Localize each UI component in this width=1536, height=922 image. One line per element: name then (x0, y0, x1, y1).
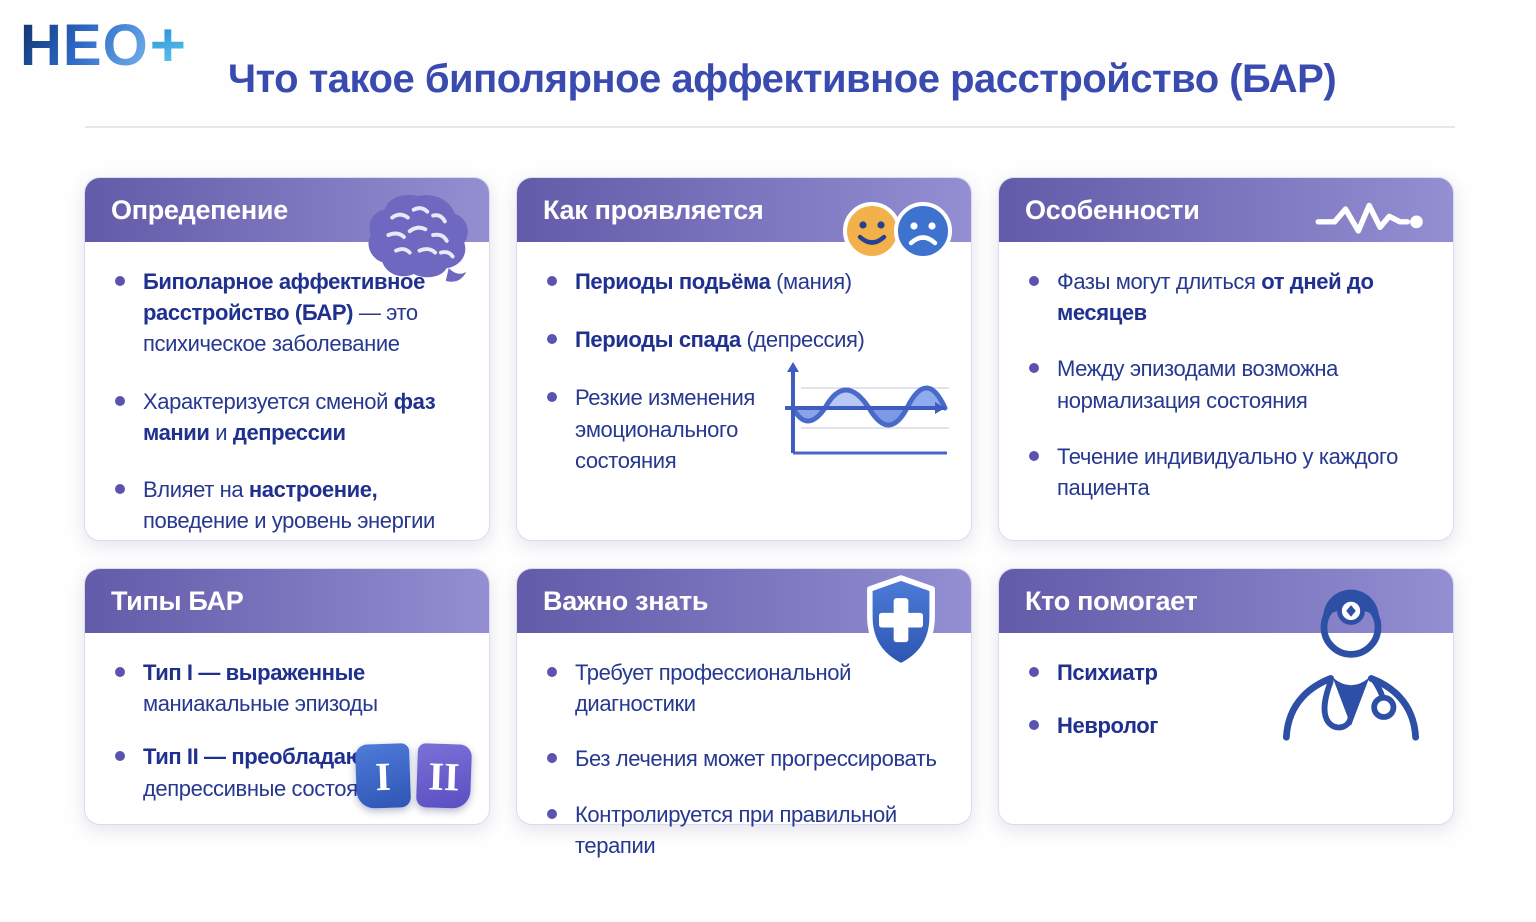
card-who-helps-body: Психиатр Невролог (999, 633, 1453, 741)
doctor-icon (1282, 589, 1420, 741)
list-item: Без лечения может прогрессировать (545, 743, 959, 774)
card-who-helps: Кто помогает (998, 568, 1454, 825)
list-item: Фазы могут длиться от дней до месяцев (1027, 266, 1441, 328)
bullet-text-segment: Периоды спада (575, 327, 741, 353)
bullet-text-segment: Периоды подьёма (575, 269, 771, 294)
bullet-text-segment: Невролог (1057, 713, 1159, 739)
list-item: Требует профессиональной диагностики (545, 657, 959, 719)
list-item: Течение индивидуально у каждого пациента (1027, 441, 1441, 503)
bullet-text-segment: Резкие изменения эмоционального состояни… (575, 385, 755, 473)
list-item: Периоды спада (депрессия) (545, 324, 959, 355)
bullet-text-segment: — это психическое заболевание (143, 300, 418, 357)
list-item: Контролируется при правильной терапии (545, 799, 959, 861)
logo-plus-icon: + (149, 10, 186, 80)
list-item: Биполарное аффективное расстройство (БАР… (113, 266, 443, 360)
type-badges-icon: I II (354, 743, 473, 809)
bullet-text-segment: поведение и уровень энергии (143, 508, 435, 534)
card-definition: Опредепение Биполарное аффективное расст… (84, 177, 490, 541)
bullet-text-segment: Контролируется при правильной терапии (575, 801, 897, 858)
card-features: Особенности Фазы могут длиться от дней д… (998, 177, 1454, 541)
list-item: Тип I — выраженные маниакальные эпизоды (113, 657, 423, 719)
card-grid: Опредепение Биполарное аффективное расст… (84, 177, 1454, 858)
bullet-text-segment: Течение индивидуально у каждого пациента (1057, 443, 1398, 501)
card-features-body: Фазы могут длиться от дней до месяцев Ме… (999, 242, 1453, 503)
card-important-body: Требует профессиональной диагностики Без… (517, 633, 971, 861)
bullet-text-segment: (мания) (770, 269, 852, 294)
neo-plus-logo: НЕО + (20, 12, 186, 79)
card-manifestation: Как проявляется Периоды подьёма (мания) … (516, 177, 972, 541)
bullet-text-segment: Фазы могут длиться (1057, 269, 1262, 294)
list-item: Между эпизодами возможна нормализация со… (1027, 353, 1387, 415)
bullet-text-segment: Без лечения может прогрессировать (575, 746, 937, 772)
bullet-text-segment: Требует профессиональной диагностики (575, 660, 851, 717)
brain-icon (368, 194, 468, 282)
card-manifestation-body: Периоды подьёма (мания) Периоды спада (д… (517, 242, 971, 476)
logo-text: НЕО (20, 13, 149, 78)
card-features-title: Особенности (1025, 194, 1200, 225)
page-title: Что такое биполярное аффективное расстро… (228, 57, 1337, 101)
bullet-text-segment: (депрессия) (740, 327, 865, 353)
type-one-badge: I (354, 743, 412, 809)
bullet-text-segment: депрессивные состояния (143, 775, 393, 801)
card-types-header: Типы БАР (85, 569, 489, 633)
card-who-helps-title: Кто помогает (1025, 585, 1198, 616)
bullet-text-segment: Влияет на (143, 477, 249, 503)
mood-faces-icon (843, 202, 952, 260)
list-item: Психиатр (1027, 657, 1441, 688)
card-important-title: Важно знать (543, 585, 709, 616)
bullet-text-segment: депрессии (232, 419, 346, 445)
card-important: Важно знать Требует профессиональной диа… (516, 568, 972, 858)
bullet-text-segment: Характеризуется сменой (143, 388, 394, 414)
list-item: Характеризуется сменой фаз мании и депре… (113, 386, 477, 448)
card-types-body: Тип I — выраженные маниакальные эпизоды … (85, 633, 489, 804)
card-definition-body: Биполарное аффективное расстройство (БАР… (85, 242, 489, 537)
card-manifestation-title: Как проявляется (543, 194, 764, 225)
bullet-text-segment: настроение, (248, 477, 378, 503)
list-item: Влияет на настроение, поведение и уровен… (113, 474, 443, 536)
list-item: Тип II — преобладают депрессивные состоя… (113, 741, 423, 803)
title-divider (85, 126, 1455, 128)
card-definition-title: Опредепение (111, 194, 288, 225)
card-types-title: Типы БАР (111, 585, 244, 616)
pulse-icon (1315, 202, 1423, 234)
bullet-text-segment: фаз мании (143, 388, 436, 445)
card-types: Типы БАР Тип I — выраженные маниакальные… (84, 568, 490, 825)
bullet-text-segment: Психиатр (1057, 660, 1158, 685)
bullet-text-segment: Тип I — выраженные (143, 660, 365, 685)
bullet-text-segment: Между эпизодами возможна нормализация со… (1057, 356, 1338, 413)
list-item: Резкие изменения эмоционального состояни… (545, 382, 825, 476)
bullet-text-segment: Биполарное аффективное расстройство (БАР… (143, 269, 425, 326)
bullet-text-segment: и (209, 419, 233, 445)
shield-cross-icon (867, 575, 935, 669)
list-item: Невролог (1027, 710, 1441, 741)
mood-wave-chart (785, 362, 949, 455)
bullet-text-segment: Тип II — преобладают (143, 744, 374, 770)
bullet-text-segment: маниакальные эпизоды (143, 691, 378, 717)
bullet-text-segment: от дней до месяцев (1057, 269, 1374, 326)
card-features-header: Особенности (999, 178, 1453, 242)
type-two-badge: II (415, 743, 473, 809)
list-item: Периоды подьёма (мания) (545, 266, 959, 297)
